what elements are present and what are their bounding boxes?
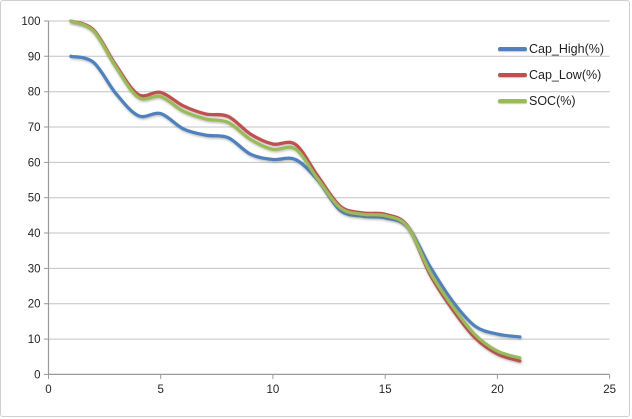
chart-legend: Cap_High(%) Cap_Low(%) SOC(%) [498, 36, 604, 114]
x-tick-label-20: 20 [491, 384, 504, 396]
axes [44, 20, 611, 379]
x-tick-label-15: 15 [379, 384, 392, 396]
series-line-soc[interactable] [69, 19, 522, 360]
legend-item-cap-high[interactable]: Cap_High(%) [498, 36, 604, 62]
legend-item-soc[interactable]: SOC(%) [498, 88, 604, 114]
y-tick-label-20: 20 [28, 299, 41, 311]
legend-line-swatch-cap-low-icon [498, 73, 527, 77]
y-tick-label-70: 70 [28, 122, 41, 134]
y-tick-label-40: 40 [28, 228, 41, 240]
y-tick-label-30: 30 [28, 263, 41, 275]
x-tick-label-0: 0 [45, 384, 51, 396]
series-line-cap-low[interactable] [69, 19, 522, 363]
y-tick-label-0: 0 [34, 369, 40, 381]
y-tick-label-50: 50 [28, 193, 41, 205]
x-tick-label-10: 10 [267, 384, 280, 396]
legend-item-cap-low[interactable]: Cap_Low(%) [498, 62, 604, 88]
x-tick-label-25: 25 [603, 384, 616, 396]
legend-line-swatch-cap-high-icon [498, 47, 527, 51]
legend-line-swatch-soc-icon [498, 99, 527, 103]
series-line-cap-high[interactable] [69, 54, 522, 339]
y-tick-label-10: 10 [28, 334, 41, 346]
legend-label-cap-high: Cap_High(%) [529, 42, 605, 56]
legend-label-soc: SOC(%) [529, 94, 576, 108]
y-tick-label-100: 100 [21, 16, 40, 28]
x-tick-label-5: 5 [157, 384, 163, 396]
y-tick-label-80: 80 [28, 87, 41, 99]
legend-label-cap-low: Cap_Low(%) [529, 68, 602, 82]
axis-tick-labels: 0 10 20 30 40 50 60 70 80 90 100 0 5 10 15 20 25 [21, 16, 616, 396]
y-tick-label-90: 90 [28, 51, 41, 63]
y-tick-label-60: 60 [28, 157, 41, 169]
